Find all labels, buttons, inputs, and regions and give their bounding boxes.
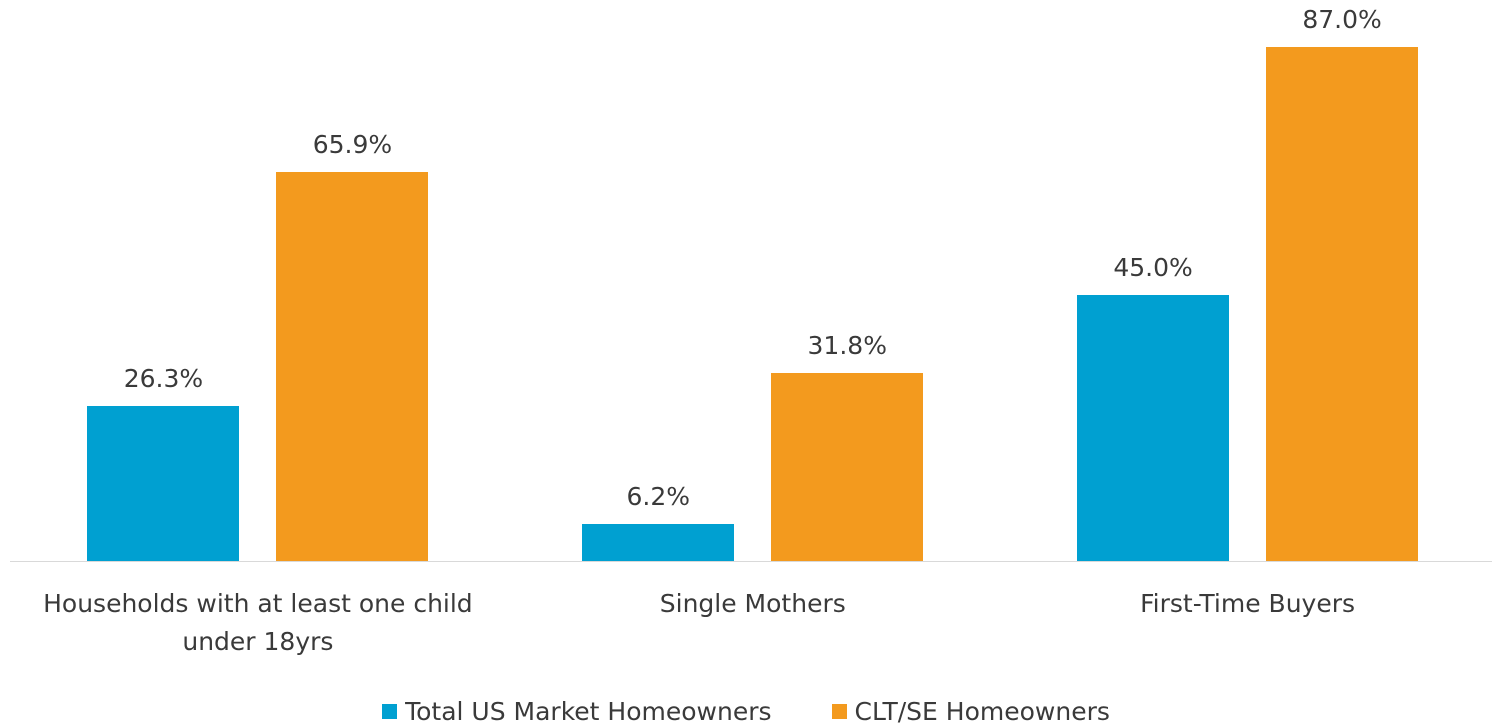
bar (771, 373, 924, 561)
bar (276, 171, 429, 561)
value-label: 26.3% (123, 363, 204, 393)
x-tick-label: First-Time Buyers (1140, 589, 1356, 618)
bar (1266, 47, 1419, 561)
value-label: 6.2% (626, 482, 690, 512)
value-label: 31.8% (807, 331, 887, 361)
legend-item: Total US Market Homeowners (382, 697, 772, 726)
value-label: 45.0% (1113, 253, 1193, 283)
legend-swatch (831, 704, 847, 719)
value-label: 87.0% (1302, 5, 1382, 34)
legend: Total US Market Homeowners CLT/SE Homeown… (0, 697, 1492, 726)
legend-label: CLT/SE Homeowners (854, 697, 1110, 726)
baseline (10, 561, 1492, 562)
bar (1077, 295, 1230, 561)
x-tick-label: Single Mothers (659, 589, 846, 618)
bar (87, 405, 240, 561)
value-label: 65.9% (312, 129, 393, 159)
legend-swatch (382, 704, 398, 719)
legend-label: Total US Market Homeowners (405, 697, 772, 726)
bar (582, 524, 735, 561)
legend-item: CLT/SE Homeowners (831, 697, 1110, 726)
x-tick-label: Households with at least one child under… (43, 589, 473, 656)
